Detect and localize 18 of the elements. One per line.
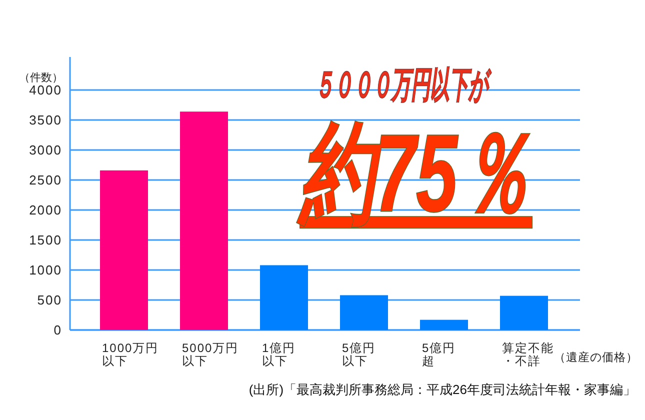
y-tick-label: 500 [37, 292, 62, 308]
y-tick-label: 1000 [29, 262, 62, 278]
y-tick-label: 3500 [29, 112, 62, 128]
y-tick-label: 3000 [29, 142, 62, 158]
y-tick-label: 4000 [29, 82, 62, 98]
x-tick-label: 算定不能・不詳 [502, 341, 554, 368]
y-tick-label: 1500 [29, 232, 62, 248]
x-tick-label: 1000万円以下 [102, 341, 159, 368]
y-tick-label: 0 [54, 322, 62, 338]
x-tick-label: 5億円超 [422, 341, 456, 368]
y-axis-title: （件数） [19, 72, 63, 84]
x-tick-label: 5億円以下 [342, 341, 376, 368]
x-axis-title: （遺産の価格） [554, 350, 638, 364]
y-tick-label: 2500 [29, 172, 62, 188]
y-tick-label: 2000 [29, 202, 62, 218]
source-note: (出所)「最高裁判所事務総局：平成26年度司法統計年報・家事編」 [248, 382, 636, 397]
x-tick-label: 1億円以下 [262, 341, 296, 368]
x-tick-label: 5000万円以下 [182, 341, 239, 368]
